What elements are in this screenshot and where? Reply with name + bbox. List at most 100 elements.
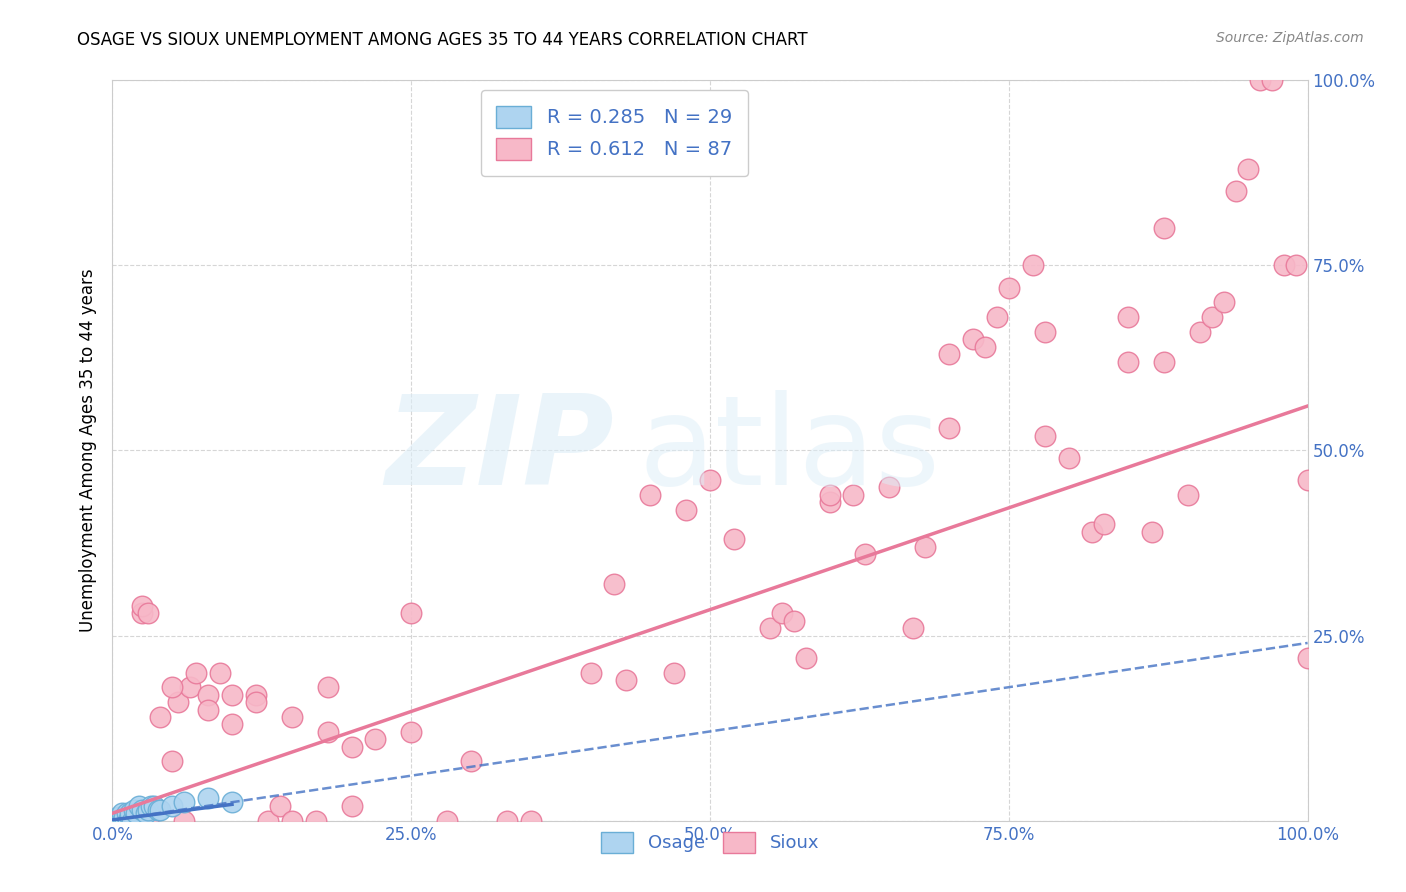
Point bbox=[1249, 73, 1271, 87]
Point bbox=[1094, 517, 1116, 532]
Point bbox=[1033, 325, 1056, 339]
Point bbox=[111, 806, 134, 821]
Point bbox=[794, 650, 817, 665]
Point bbox=[1118, 310, 1140, 325]
Point bbox=[115, 806, 138, 821]
Point bbox=[305, 814, 328, 828]
Point bbox=[257, 814, 280, 828]
Point bbox=[197, 688, 219, 702]
Point bbox=[460, 755, 482, 769]
Point bbox=[1177, 488, 1199, 502]
Point bbox=[269, 798, 291, 813]
Point bbox=[1153, 354, 1175, 368]
Point bbox=[101, 814, 124, 828]
Point bbox=[664, 665, 686, 680]
Point bbox=[167, 695, 190, 709]
Point bbox=[138, 814, 160, 828]
Point bbox=[131, 607, 153, 621]
Point bbox=[401, 607, 423, 621]
Point bbox=[364, 732, 387, 747]
Point bbox=[125, 806, 148, 821]
Point bbox=[1189, 325, 1212, 339]
Point bbox=[105, 814, 128, 828]
Point bbox=[149, 710, 172, 724]
Point bbox=[245, 695, 267, 709]
Point bbox=[640, 488, 662, 502]
Point bbox=[699, 473, 721, 487]
Point bbox=[108, 814, 131, 828]
Point bbox=[974, 340, 997, 354]
Point bbox=[1285, 259, 1308, 273]
Point bbox=[162, 798, 183, 813]
Point bbox=[110, 814, 132, 828]
Point bbox=[120, 806, 142, 821]
Point bbox=[1142, 524, 1164, 539]
Point bbox=[186, 665, 208, 680]
Point bbox=[101, 814, 124, 828]
Point bbox=[221, 795, 243, 809]
Point bbox=[138, 803, 160, 817]
Point bbox=[149, 803, 172, 817]
Point bbox=[125, 814, 148, 828]
Point bbox=[759, 621, 782, 635]
Point bbox=[104, 814, 127, 828]
Point bbox=[855, 547, 877, 561]
Point bbox=[818, 495, 841, 509]
Point bbox=[914, 540, 936, 554]
Point bbox=[107, 810, 129, 824]
Legend: Osage, Sioux: Osage, Sioux bbox=[593, 824, 827, 860]
Point bbox=[1296, 650, 1319, 665]
Point bbox=[1272, 259, 1295, 273]
Point bbox=[842, 488, 865, 502]
Point bbox=[281, 814, 304, 828]
Point bbox=[818, 488, 841, 502]
Point bbox=[1296, 473, 1319, 487]
Point bbox=[107, 814, 129, 828]
Point bbox=[1081, 524, 1104, 539]
Point bbox=[986, 310, 1008, 325]
Point bbox=[401, 724, 423, 739]
Point bbox=[1033, 428, 1056, 442]
Y-axis label: Unemployment Among Ages 35 to 44 years: Unemployment Among Ages 35 to 44 years bbox=[79, 268, 97, 632]
Point bbox=[131, 599, 153, 613]
Point bbox=[436, 814, 458, 828]
Point bbox=[603, 576, 626, 591]
Point bbox=[998, 280, 1021, 294]
Point bbox=[1237, 162, 1260, 177]
Point bbox=[1201, 310, 1223, 325]
Point bbox=[112, 814, 135, 828]
Point bbox=[1057, 450, 1080, 465]
Point bbox=[340, 798, 363, 813]
Point bbox=[197, 703, 219, 717]
Point bbox=[128, 798, 150, 813]
Point bbox=[903, 621, 925, 635]
Point bbox=[114, 810, 135, 824]
Point bbox=[938, 421, 960, 435]
Point bbox=[114, 814, 135, 828]
Point bbox=[120, 810, 142, 824]
Point bbox=[221, 688, 243, 702]
Point bbox=[173, 795, 195, 809]
Point bbox=[162, 681, 183, 695]
Point bbox=[197, 791, 219, 805]
Point bbox=[938, 347, 960, 361]
Point bbox=[1225, 184, 1247, 198]
Point bbox=[162, 755, 183, 769]
Point bbox=[139, 798, 162, 813]
Point bbox=[1213, 295, 1236, 310]
Text: Source: ZipAtlas.com: Source: ZipAtlas.com bbox=[1216, 31, 1364, 45]
Point bbox=[723, 533, 745, 547]
Point bbox=[105, 814, 128, 828]
Point bbox=[209, 665, 232, 680]
Point bbox=[245, 688, 267, 702]
Point bbox=[340, 739, 363, 754]
Point bbox=[879, 480, 901, 494]
Point bbox=[117, 814, 139, 828]
Point bbox=[120, 814, 142, 828]
Point bbox=[143, 798, 166, 813]
Point bbox=[616, 673, 638, 687]
Point bbox=[131, 803, 153, 817]
Text: ZIP: ZIP bbox=[385, 390, 614, 511]
Point bbox=[1118, 354, 1140, 368]
Point bbox=[173, 814, 195, 828]
